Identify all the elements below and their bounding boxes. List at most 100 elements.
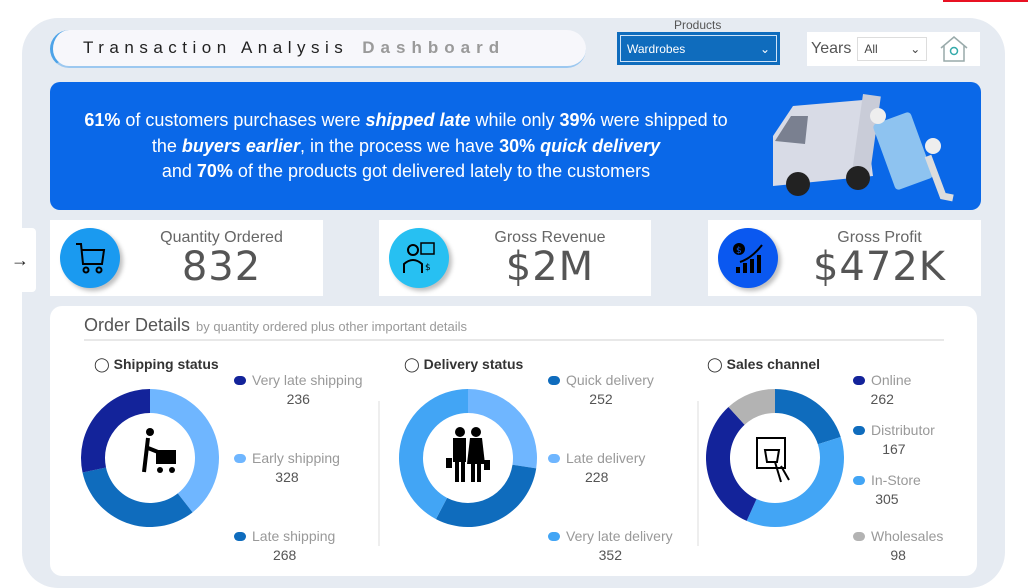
legend-value: 228 xyxy=(585,469,609,485)
chart-title: ◯ Shipping status xyxy=(94,356,219,372)
home-location-icon[interactable] xyxy=(937,34,971,64)
window-accent xyxy=(943,0,1028,2)
donut-segment[interactable] xyxy=(81,389,150,473)
legend-dot xyxy=(234,454,246,463)
legend-item[interactable]: Quick delivery 252 xyxy=(548,372,654,407)
check-circle-icon: ◯ xyxy=(94,356,110,372)
legend-value: 167 xyxy=(882,441,906,457)
legend-value: 268 xyxy=(272,547,297,563)
chevron-down-icon: ⌄ xyxy=(910,42,921,56)
expand-arrow-button[interactable]: → xyxy=(4,228,36,292)
kpi-label: Quantity Ordered xyxy=(160,229,283,246)
legend-label: Very late delivery xyxy=(566,528,673,544)
order-details-subtitle: by quantity ordered plus other important… xyxy=(196,319,468,334)
title-emphasis: Dashboard xyxy=(362,38,506,57)
years-value: All xyxy=(864,42,878,56)
legend-item[interactable]: Very late delivery 352 xyxy=(548,528,673,563)
businessman-chart-icon: $ xyxy=(389,228,449,288)
products-dropdown[interactable]: Wardrobes ⌄ xyxy=(617,32,780,65)
legend-dot xyxy=(234,376,246,385)
products-value: Wardrobes xyxy=(627,41,686,56)
legend-item[interactable]: Late delivery 228 xyxy=(548,450,645,485)
legend-value: 252 xyxy=(589,391,613,407)
legend-value: 352 xyxy=(598,547,622,563)
legend-label: Quick delivery xyxy=(566,372,654,388)
years-filter: Years All ⌄ xyxy=(807,32,980,66)
profit-chart-icon: $ xyxy=(718,228,778,288)
legend-label: Distributor xyxy=(871,422,935,438)
order-details-panel: Order Details by quantity ordered plus ot… xyxy=(50,306,977,576)
legend-item[interactable]: In-Store 305 xyxy=(853,472,921,507)
legend-label: Very late shipping xyxy=(252,372,363,388)
legend-value: 305 xyxy=(875,491,899,507)
legend-label: Late delivery xyxy=(566,450,646,466)
kpi-value: $2M xyxy=(505,244,595,290)
legend-dot xyxy=(234,532,246,541)
products-label: Products xyxy=(674,18,722,32)
chevron-down-icon: ⌄ xyxy=(759,41,770,56)
legend-dot xyxy=(548,454,560,463)
kpi-gross-revenue: $ Gross Revenue $2M xyxy=(379,220,651,296)
years-label: Years xyxy=(811,40,852,57)
divider xyxy=(378,401,380,546)
check-circle-icon: ◯ xyxy=(404,356,420,372)
kpi-gross-profit: $ Gross Profit $472K xyxy=(708,220,981,296)
legend-dot xyxy=(853,426,865,435)
kpi-quantity-ordered: Quantity Ordered 832 xyxy=(50,220,323,296)
legend-item[interactable]: Wholesales 98 xyxy=(853,528,943,563)
check-circle-icon: ◯ xyxy=(707,356,723,372)
delivery-van-image xyxy=(773,94,954,202)
legend-dot xyxy=(853,376,865,385)
donut-segment[interactable] xyxy=(82,467,193,527)
legend-item[interactable]: Very late shipping 236 xyxy=(234,372,363,407)
kpi-value: $472K xyxy=(812,244,947,290)
order-details-title: Order Details by quantity ordered plus ot… xyxy=(84,315,468,335)
donut-segment[interactable] xyxy=(150,389,219,513)
kpi-label: Gross Revenue xyxy=(494,229,606,246)
legend-value: 262 xyxy=(870,391,894,407)
legend-dot xyxy=(548,376,560,385)
donut-chart xyxy=(706,389,844,527)
legend-dot xyxy=(853,476,865,485)
kpi-label: Gross Profit xyxy=(837,229,922,246)
donut-segment[interactable] xyxy=(435,464,537,527)
chart-title: ◯ Sales channel xyxy=(707,356,821,372)
legend-value: 236 xyxy=(286,391,310,407)
legend-dot xyxy=(853,532,865,541)
kpi-value: 832 xyxy=(181,244,262,290)
legend-label: Online xyxy=(871,372,912,388)
title-text: Transaction Analysis xyxy=(83,38,349,57)
donut-segment[interactable] xyxy=(468,389,537,469)
legend-item[interactable]: Late shipping 268 xyxy=(234,528,335,563)
donut-chart xyxy=(399,389,537,527)
page-title: Transaction Analysis Dashboard xyxy=(50,30,586,68)
divider xyxy=(84,339,944,341)
legend-label: Early shipping xyxy=(252,450,340,466)
insight-text: 61% of customers purchases were shipped … xyxy=(84,110,728,181)
chart-title: ◯ Delivery status xyxy=(404,356,524,372)
divider xyxy=(697,401,699,546)
donut-segment[interactable] xyxy=(399,389,468,520)
insight-banner: 61% of customers purchases were shipped … xyxy=(50,82,981,210)
svg-text:$: $ xyxy=(425,263,431,273)
years-dropdown[interactable]: All ⌄ xyxy=(857,37,928,61)
donut-segment[interactable] xyxy=(728,389,775,425)
shopping-cart-icon xyxy=(60,228,120,288)
legend-item[interactable]: Distributor 167 xyxy=(853,422,935,457)
shopper-cart-icon xyxy=(142,428,176,473)
svg-text:$: $ xyxy=(736,246,742,256)
donut-chart xyxy=(81,389,219,527)
online-shopping-icon xyxy=(756,437,790,483)
donut-segment[interactable] xyxy=(775,389,841,445)
legend-item[interactable]: Early shipping 328 xyxy=(234,450,340,485)
donut-segment[interactable] xyxy=(746,436,844,527)
couple-shopping-icon xyxy=(446,427,490,482)
legend-dot xyxy=(548,532,560,541)
legend-label: Late shipping xyxy=(252,528,336,544)
legend-value: 328 xyxy=(275,469,299,485)
legend-value: 98 xyxy=(890,547,906,563)
legend-item[interactable]: Online 262 xyxy=(853,372,911,407)
donut-segment[interactable] xyxy=(706,407,757,521)
legend-label: Wholesales xyxy=(871,528,944,544)
legend-label: In-Store xyxy=(871,472,921,488)
